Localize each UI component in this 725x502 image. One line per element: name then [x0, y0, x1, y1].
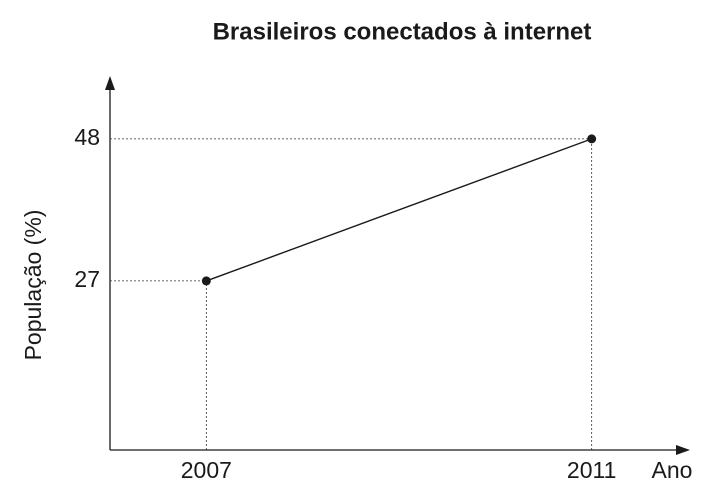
- x-axis-arrow: [676, 445, 690, 455]
- y-axis-label: População (%): [20, 210, 46, 361]
- x-tick-label: 2007: [181, 457, 232, 483]
- x-axis-label: Ano: [652, 457, 693, 483]
- y-tick-label: 48: [74, 124, 100, 150]
- x-tick-label: 2011: [567, 457, 616, 483]
- line: [206, 138, 592, 282]
- point: [201, 276, 211, 286]
- point: [587, 134, 597, 144]
- y-axis-arrow: [105, 76, 115, 90]
- y-tick-label: 27: [74, 266, 100, 292]
- chart-title: Brasileiros conectados à internet: [213, 18, 592, 45]
